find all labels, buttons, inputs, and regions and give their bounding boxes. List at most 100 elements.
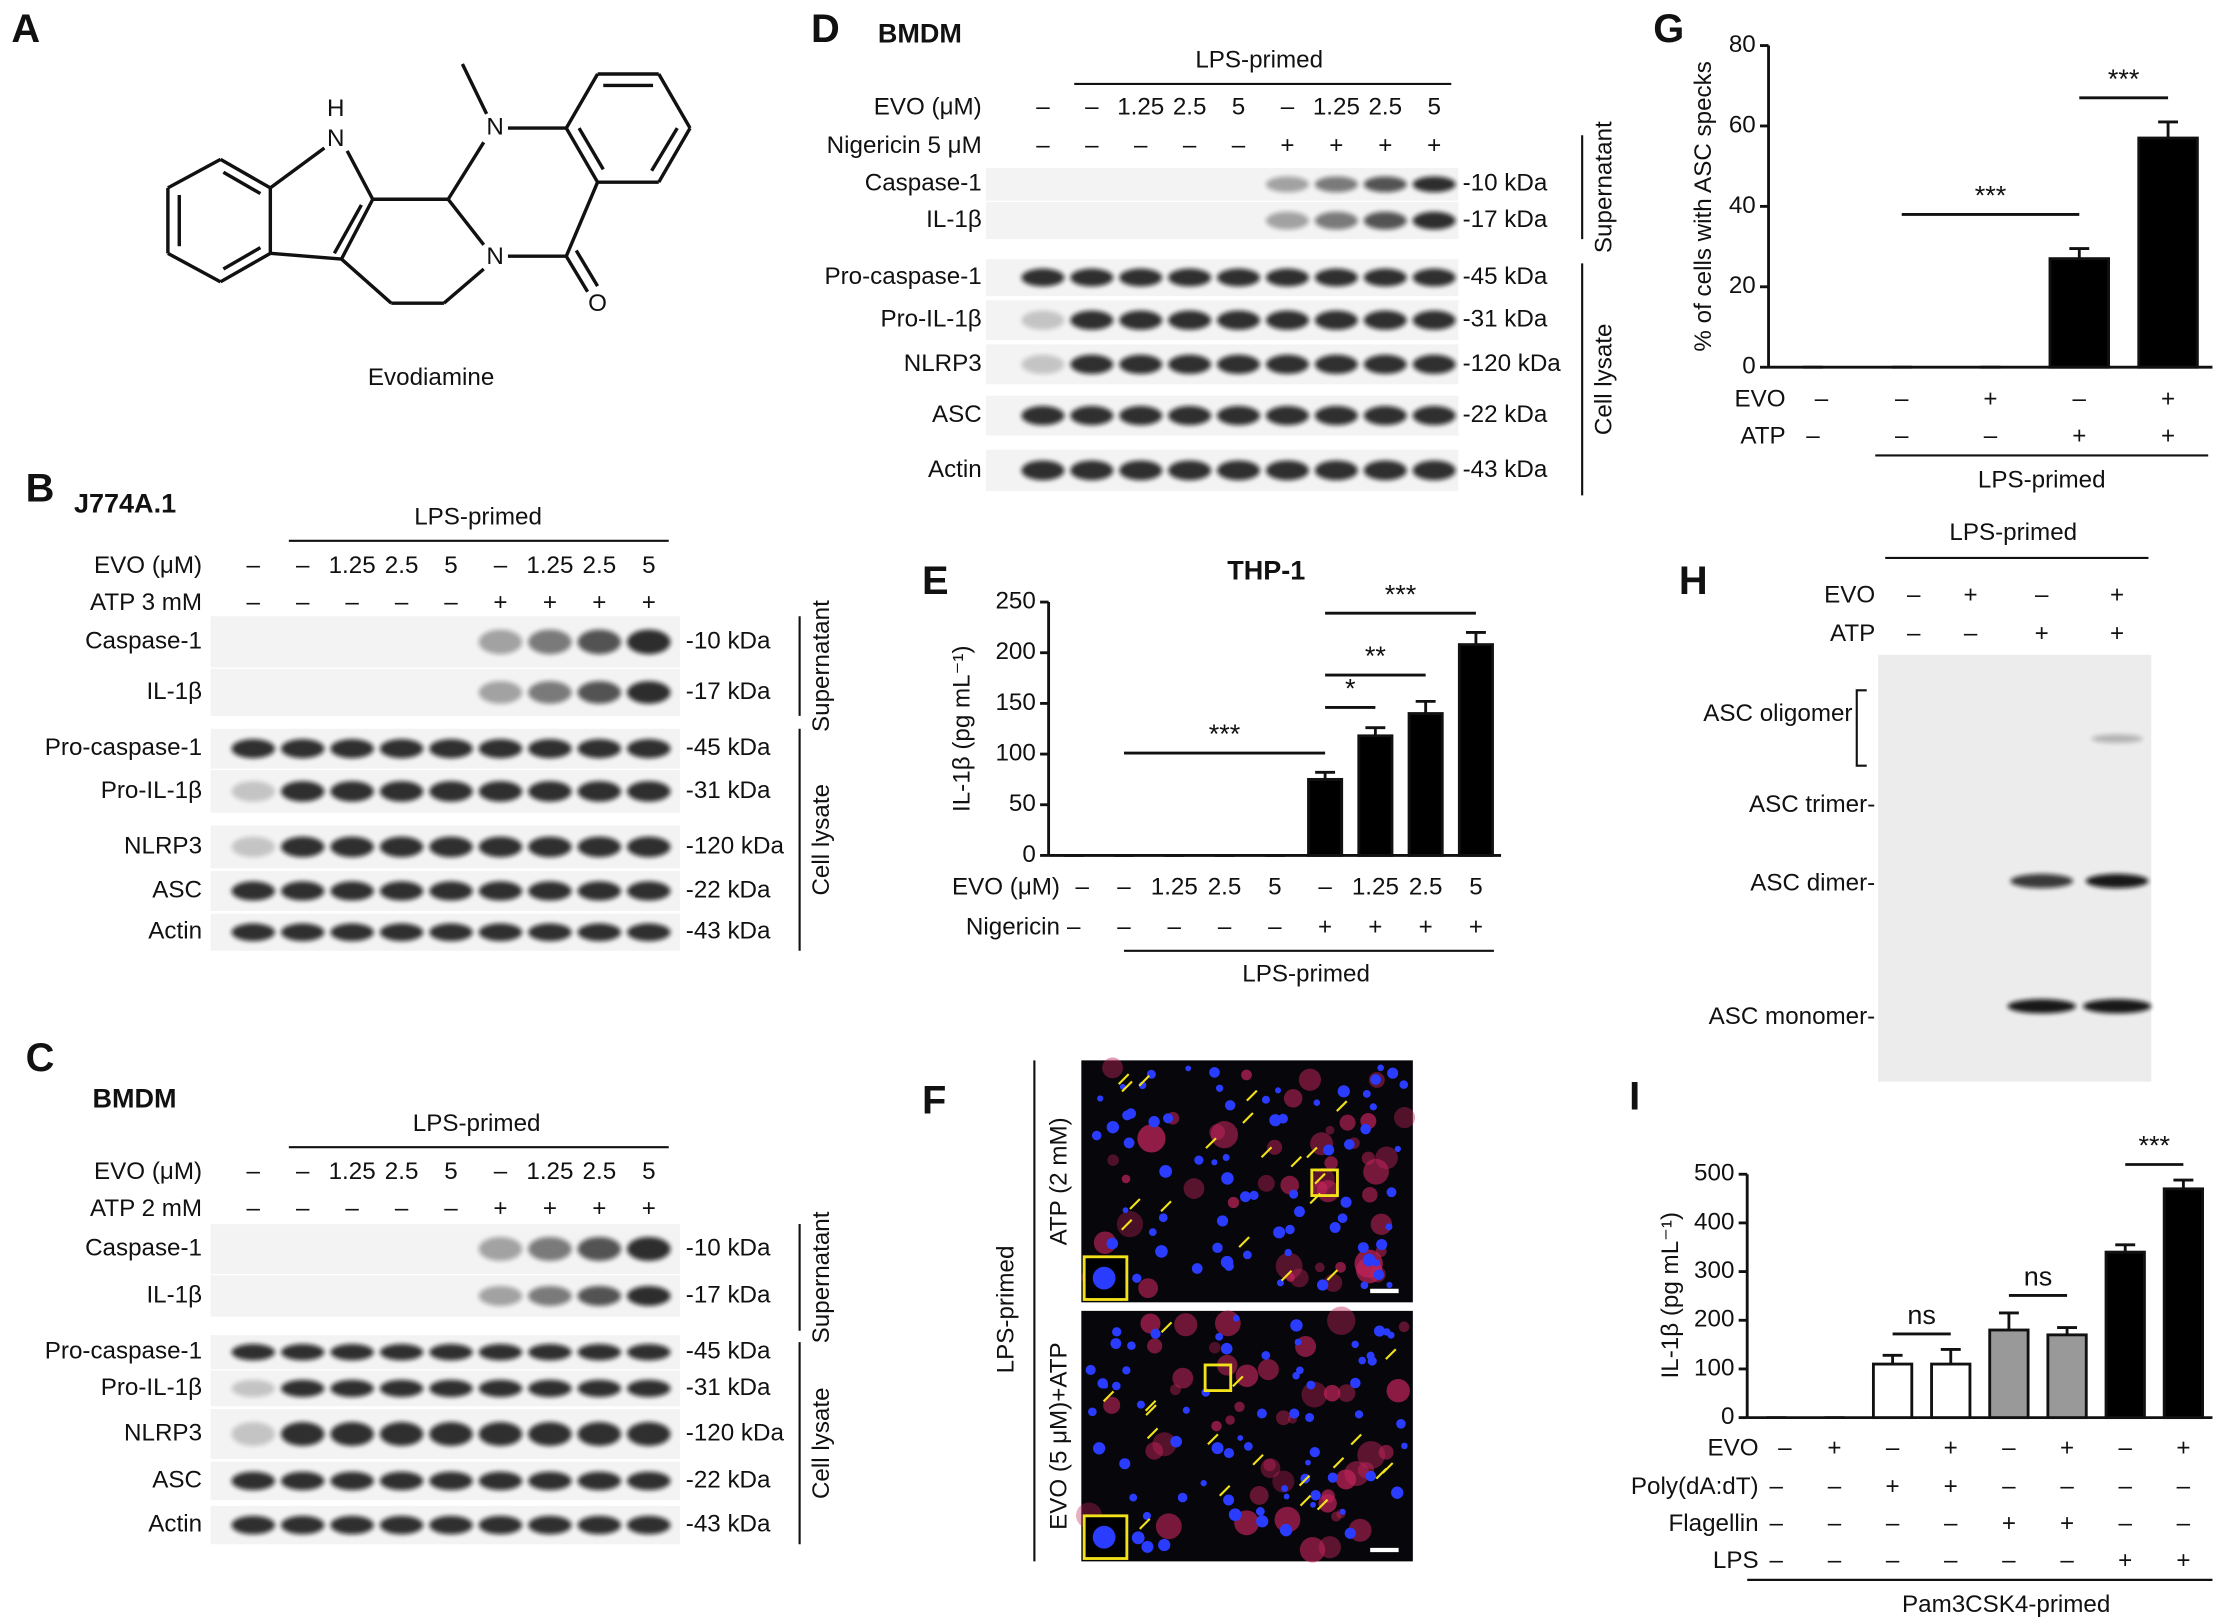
nucleus [1310, 1501, 1316, 1508]
nucleus [1131, 1531, 1145, 1545]
blot-band [577, 1422, 622, 1446]
arrow [1121, 1080, 1133, 1093]
protein-label: Actin [928, 456, 982, 483]
cell [1312, 1167, 1335, 1191]
cell [1267, 1139, 1283, 1155]
cell [1393, 1107, 1416, 1129]
treatment-value: 5 [1469, 874, 1482, 901]
nucleus [1220, 1342, 1233, 1355]
nucleus [1385, 1223, 1393, 1231]
cell [1227, 1196, 1240, 1209]
treatment-label: EVO [1708, 1434, 1759, 1461]
cell [1335, 1469, 1357, 1490]
nucleus [1351, 1340, 1359, 1349]
caption: Evodiamine [368, 364, 494, 391]
treatment-value: + [543, 589, 557, 616]
blot-band [280, 781, 325, 802]
blot-band [1021, 406, 1065, 426]
blot-band [429, 881, 473, 901]
treatment-value: + [1280, 132, 1294, 159]
nucleus [1092, 1442, 1106, 1455]
treatment-value: + [2072, 422, 2086, 449]
nucleus [1362, 1253, 1376, 1267]
treatment-value: – [1168, 913, 1182, 940]
nucleus [1191, 1263, 1203, 1274]
bracket [1855, 689, 1867, 767]
treatment-value: 2.5 [385, 1158, 419, 1185]
size-label: -31 kDa [686, 777, 771, 804]
size-label: -10 kDa [1463, 170, 1548, 197]
cell-line: BMDM [878, 19, 962, 49]
cell [1362, 1186, 1378, 1203]
nucleus [1132, 1273, 1142, 1283]
cell [1299, 1537, 1326, 1563]
cell [1276, 1410, 1291, 1426]
section-label: Cell lysate [1590, 324, 1617, 436]
blot-band [1021, 354, 1065, 374]
blot-band [1265, 310, 1309, 330]
nucleus [1148, 1228, 1157, 1236]
nucleus [1305, 1412, 1315, 1422]
cell [1272, 1470, 1295, 1493]
cell [1257, 1359, 1279, 1381]
nucleus [1123, 1137, 1135, 1149]
treatment-value: + [2002, 1510, 2016, 1537]
nucleus [1323, 1144, 1335, 1156]
blot-band [528, 836, 572, 858]
blot-band [528, 739, 572, 759]
size-label: -10 kDa [686, 627, 771, 654]
cell [1339, 1114, 1356, 1131]
nucleus [1284, 1248, 1292, 1257]
arrow [1326, 1269, 1339, 1281]
blot-band [577, 1379, 622, 1397]
nucleus [1296, 1366, 1304, 1375]
blot-band [1412, 310, 1456, 330]
blot-band [280, 1379, 325, 1397]
roi [1310, 1168, 1339, 1198]
cell [1260, 1458, 1281, 1479]
blot-band [1314, 460, 1358, 481]
cell [1357, 1441, 1386, 1469]
blot-band [429, 836, 473, 858]
nucleus [1313, 1099, 1321, 1106]
nucleus [1091, 1130, 1102, 1141]
treatment-value: + [2161, 422, 2175, 449]
blot-band [627, 629, 671, 655]
cell [1361, 1151, 1375, 1165]
size-label: -120 kDa [686, 832, 785, 859]
treatment-value: – [2035, 582, 2049, 609]
blot-band [1168, 268, 1212, 287]
cell [1386, 1379, 1410, 1403]
blot-band [627, 836, 671, 858]
nucleus [1243, 1442, 1253, 1451]
blot-band [478, 923, 523, 942]
blot-band [478, 681, 523, 704]
cell [1102, 1057, 1123, 1079]
error-bar [2069, 247, 2090, 259]
treatment-value: 1.25 [329, 552, 376, 579]
blot-band [478, 1379, 523, 1397]
nucleus [1129, 1493, 1138, 1502]
size-label: -17 kDa [686, 1281, 771, 1308]
arrow [1160, 1321, 1173, 1334]
treatment-value: 5 [1232, 94, 1245, 121]
treatment-value: 2.5 [583, 1158, 617, 1185]
treatment-value: 5 [444, 552, 457, 579]
treatment-value: – [2119, 1473, 2133, 1500]
y-tick-label: 0 [1721, 1403, 1734, 1430]
nucleus [1281, 1485, 1289, 1492]
nucleus [1158, 1538, 1171, 1552]
treatment-label: EVO (μM) [952, 874, 1060, 901]
cell [1121, 1174, 1131, 1184]
y-tick-label: 200 [1694, 1306, 1734, 1333]
blot-band [1119, 310, 1163, 330]
image-label: EVO (5 μM)+ATP [1045, 1342, 1072, 1530]
nucleus [1142, 1511, 1151, 1520]
nucleus [1224, 1100, 1236, 1111]
cell [1137, 1124, 1166, 1153]
blot-band [1265, 460, 1309, 481]
blot-band [429, 1515, 473, 1535]
nucleus [1122, 1366, 1131, 1375]
group-label: LPS-primed [414, 503, 542, 530]
nucleus [1372, 1259, 1381, 1267]
